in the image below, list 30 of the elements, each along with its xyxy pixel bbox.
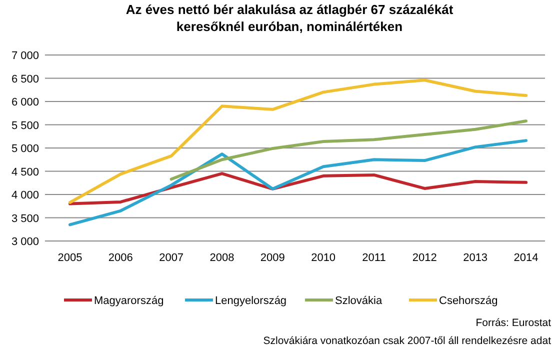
x-tick-label: 2014 xyxy=(514,252,538,264)
line-series xyxy=(68,172,528,206)
text: Szlovákiára vonatkozóan csak 2007-től áll rendelkezésre adat xyxy=(263,335,552,347)
x-tick-label: 2009 xyxy=(260,252,285,264)
legend-label: Csehország xyxy=(439,295,498,307)
legend-label: Magyarország xyxy=(94,295,164,307)
x-tick-label: 2008 xyxy=(210,252,234,264)
legend-label: Szlovákia xyxy=(335,295,383,307)
y-tick-label: 3 000 xyxy=(11,236,39,248)
y-tick-label: 4 000 xyxy=(11,190,39,202)
y-tick-label: 6 500 xyxy=(11,73,39,86)
x-tick-label: 2011 xyxy=(362,252,386,264)
y-tick-label: 7 000 xyxy=(11,50,39,62)
y-tick-label: 5 000 xyxy=(11,143,39,155)
line-series xyxy=(68,139,528,226)
line-series xyxy=(170,120,528,181)
y-tick-label: 4 500 xyxy=(11,166,39,178)
text: Forrás: Eurostat xyxy=(476,317,552,329)
chart-title: Az éves nettó bér alakulása az átlagbér 67 százalékát keresőknél euróban, nominálértéken xyxy=(126,2,454,34)
line-series xyxy=(68,78,528,204)
y-tick-label: 5 500 xyxy=(11,120,39,132)
y-tick-label: 6 000 xyxy=(11,96,39,108)
x-tick-label: 2007 xyxy=(159,252,184,264)
x-tick-label: 2006 xyxy=(108,252,133,264)
y-tick-label: 3 500 xyxy=(11,212,39,225)
x-tick-label: 2010 xyxy=(311,252,336,264)
x-tick-label: 2013 xyxy=(463,252,488,264)
legend-label: Lengyelország xyxy=(215,295,287,307)
x-tick-label: 2005 xyxy=(58,252,82,264)
x-tick-label: 2012 xyxy=(412,252,437,264)
